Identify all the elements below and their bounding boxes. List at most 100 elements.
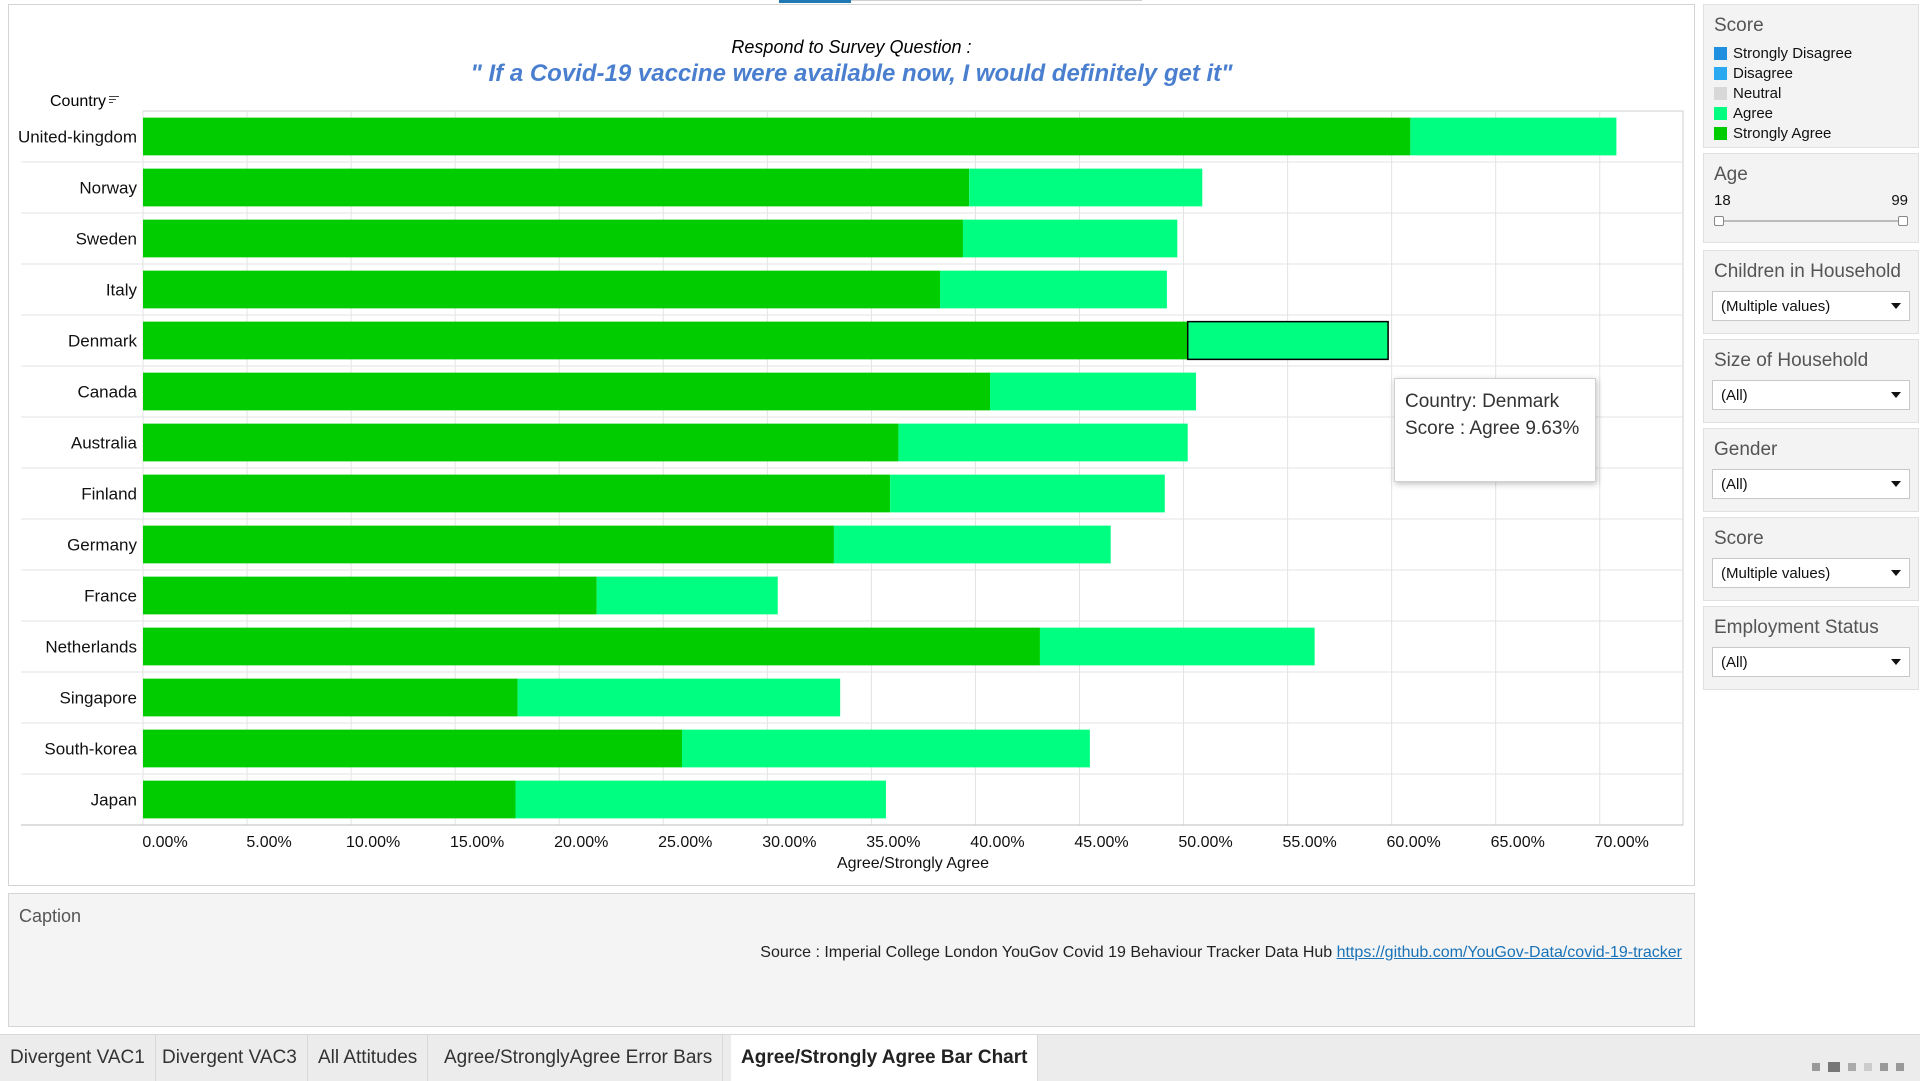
- age-slider-min-handle[interactable]: [1714, 216, 1724, 226]
- household-size-value: (All): [1721, 386, 1748, 404]
- y-tick-label: Norway: [79, 179, 137, 198]
- score-filter-title: Score: [1714, 528, 1764, 549]
- y-tick-label: Japan: [91, 791, 137, 810]
- children-filter: Children in Household (Multiple values): [1703, 250, 1919, 334]
- y-tick-label: Denmark: [68, 332, 137, 351]
- x-tick-label: 0.00%: [142, 834, 187, 851]
- legend-item-strongly-agree[interactable]: Strongly Agree: [1704, 123, 1918, 143]
- household-size-dropdown[interactable]: (All): [1712, 380, 1910, 410]
- y-tick-label: Netherlands: [45, 638, 137, 657]
- caption-source: Source : Imperial College London YouGov …: [760, 944, 1682, 962]
- children-dropdown[interactable]: (Multiple values): [1712, 291, 1910, 321]
- bar-agree-australia: [898, 423, 1188, 462]
- age-slider[interactable]: [1714, 215, 1908, 227]
- legend-item-disagree[interactable]: Disagree: [1704, 63, 1918, 83]
- x-tick-label: 5.00%: [246, 834, 291, 851]
- legend-swatch: [1714, 86, 1727, 100]
- bar-strongly-agree-sweden: [143, 219, 963, 258]
- prev-icon[interactable]: [1848, 1063, 1856, 1071]
- chart-title-line2: " If a Covid-19 vaccine were available n…: [470, 60, 1233, 87]
- age-range-labels: 18 99: [1704, 192, 1918, 209]
- bar-agree-germany: [833, 525, 1111, 564]
- tooltip-country: Country: Denmark: [1405, 391, 1560, 412]
- legend-item-agree[interactable]: Agree: [1704, 103, 1918, 123]
- bar-agree-south-korea: [682, 729, 1090, 768]
- x-tick-label: 15.00%: [450, 834, 504, 851]
- y-tick-label: South-korea: [44, 740, 137, 759]
- employment-value: (All): [1721, 653, 1748, 671]
- source-link[interactable]: https://github.com/YouGov-Data/covid-19-…: [1336, 944, 1682, 961]
- children-value: (Multiple values): [1721, 297, 1831, 315]
- score-filter: Score (Multiple values): [1703, 517, 1919, 601]
- page-icon[interactable]: [1828, 1062, 1840, 1072]
- tab-all-attitudes[interactable]: All Attitudes: [308, 1035, 429, 1081]
- bar-strongly-agree-france: [143, 576, 597, 615]
- country-header[interactable]: Country: [50, 93, 120, 111]
- next-icon[interactable]: [1864, 1063, 1872, 1071]
- bar-strongly-agree-norway: [143, 168, 970, 207]
- x-axis-label: Agree/Strongly Agree: [837, 855, 989, 872]
- y-tick-label: Sweden: [76, 230, 137, 249]
- bar-strongly-agree-south-korea: [143, 729, 682, 768]
- bar-agree-norway: [969, 168, 1203, 207]
- household-size-filter: Size of Household (All): [1703, 339, 1919, 423]
- tooltip: Country: Denmark Score : Agree 9.63%: [1394, 378, 1596, 482]
- age-filter-title: Age: [1714, 164, 1748, 185]
- fullscreen-icon[interactable]: [1880, 1063, 1888, 1071]
- y-tick-label: Australia: [71, 434, 138, 453]
- x-tick-label: 35.00%: [866, 834, 920, 851]
- caption-title: Caption: [19, 906, 82, 926]
- x-tick-label: 65.00%: [1491, 834, 1545, 851]
- chart-title-line1: Respond to Survey Question :: [731, 37, 972, 57]
- bar-strongly-agree-singapore: [143, 678, 518, 717]
- bar-chart: United-kingdom Norway Sweden Italy Denmark Ca…: [18, 110, 1684, 872]
- present-icon[interactable]: [1896, 1063, 1904, 1071]
- legend-label: Disagree: [1733, 64, 1794, 82]
- x-tick-label: 45.00%: [1074, 834, 1128, 851]
- age-min: 18: [1714, 192, 1731, 209]
- bar-agree-italy: [940, 270, 1167, 309]
- employment-filter-title: Employment Status: [1714, 617, 1879, 638]
- bar-strongly-agree-italy: [143, 270, 941, 309]
- tab-divergent-vac3[interactable]: Divergent VAC3: [152, 1035, 308, 1081]
- gender-filter: Gender (All): [1703, 428, 1919, 512]
- tab-error-bars[interactable]: Agree/StronglyAgree Error Bars: [434, 1035, 724, 1081]
- legend-swatch: [1714, 46, 1727, 60]
- bar-strongly-agree-australia: [143, 423, 899, 462]
- legend-swatch: [1714, 106, 1727, 120]
- bar-strongly-agree-canada: [143, 372, 990, 411]
- bar-agree-finland: [890, 474, 1165, 513]
- tab-bar-chart[interactable]: Agree/Strongly Agree Bar Chart: [731, 1035, 1039, 1081]
- chevron-down-icon: [1891, 659, 1901, 665]
- x-tick-label: 70.00%: [1595, 834, 1649, 851]
- bar-strongly-agree-japan: [143, 780, 516, 819]
- country-header-label: Country: [50, 93, 107, 110]
- grid-icon[interactable]: [1812, 1063, 1820, 1071]
- gender-filter-title: Gender: [1714, 439, 1778, 460]
- y-tick-label: Canada: [77, 383, 137, 402]
- legend-item-neutral[interactable]: Neutral: [1704, 83, 1918, 103]
- chevron-down-icon: [1891, 481, 1901, 487]
- legend-swatch: [1714, 66, 1727, 80]
- x-tick-label: 30.00%: [762, 834, 816, 851]
- legend-label: Agree: [1733, 104, 1774, 122]
- sort-icon[interactable]: [109, 95, 120, 104]
- age-slider-track: [1716, 220, 1906, 222]
- tooltip-score: Score : Agree 9.63%: [1405, 418, 1580, 439]
- bar-agree-france: [596, 576, 778, 615]
- legend-item-strongly-disagree[interactable]: Strongly Disagree: [1704, 43, 1918, 63]
- bar-strongly-agree-finland: [143, 474, 891, 513]
- bar-agree-japan: [515, 780, 886, 819]
- tab-divergent-vac1[interactable]: Divergent VAC1: [0, 1035, 156, 1081]
- gender-dropdown[interactable]: (All): [1712, 469, 1910, 499]
- x-tick-label: 25.00%: [658, 834, 712, 851]
- employment-dropdown[interactable]: (All): [1712, 647, 1910, 677]
- age-slider-max-handle[interactable]: [1898, 216, 1908, 226]
- x-tick-label: 60.00%: [1387, 834, 1441, 851]
- chevron-down-icon: [1891, 392, 1901, 398]
- score-dropdown[interactable]: (Multiple values): [1712, 558, 1910, 588]
- x-tick-label: 40.00%: [970, 834, 1024, 851]
- bar-agree-united-kingdom: [1410, 117, 1617, 156]
- x-tick-label: 55.00%: [1282, 834, 1336, 851]
- bar-agree-netherlands: [1039, 627, 1315, 666]
